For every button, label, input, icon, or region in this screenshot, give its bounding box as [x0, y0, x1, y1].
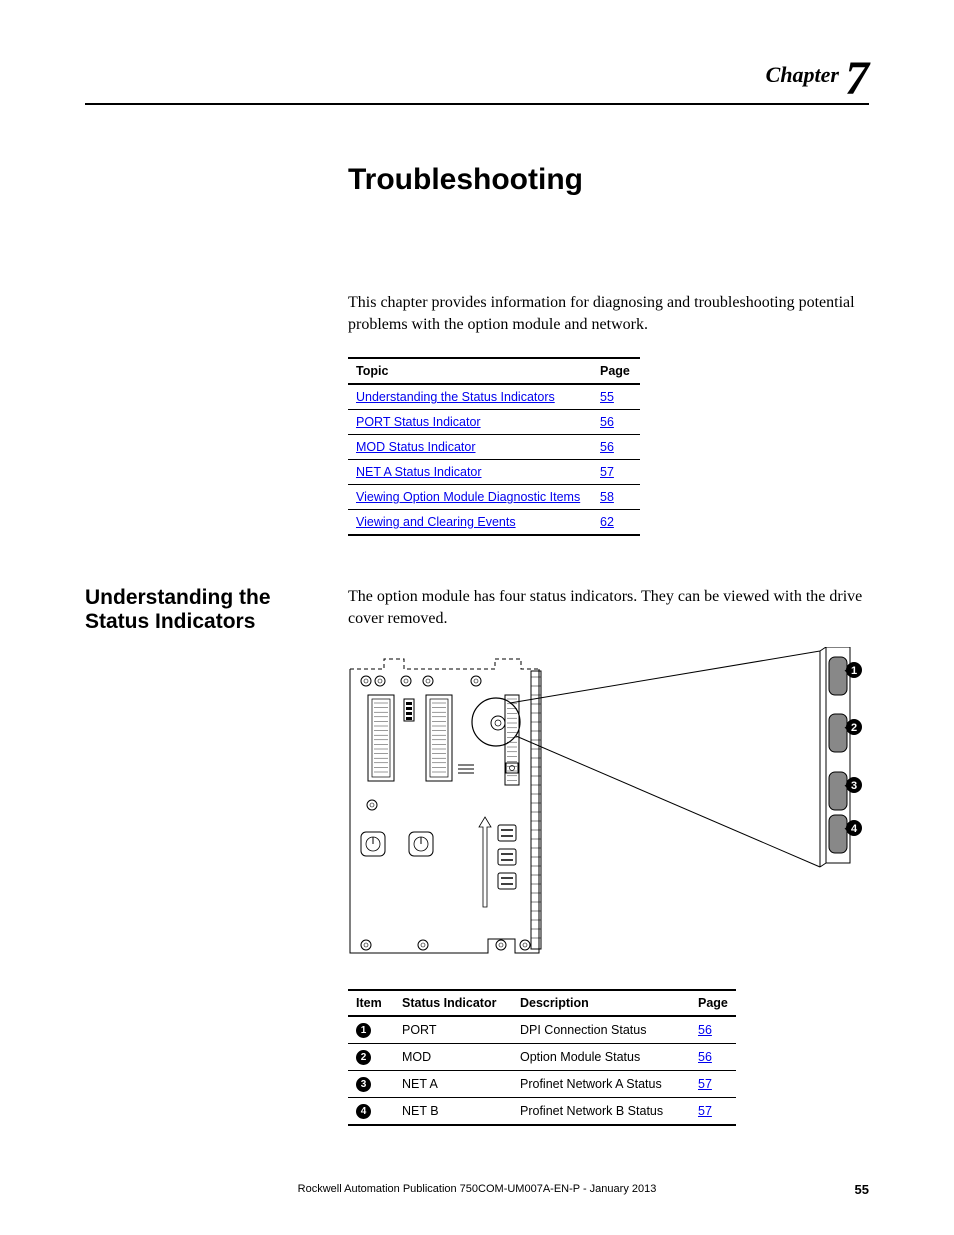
- section-intro: The option module has four status indica…: [348, 586, 869, 629]
- topic-link[interactable]: NET A Status Indicator: [356, 465, 482, 479]
- indicator-page-link[interactable]: 57: [698, 1077, 712, 1091]
- svg-text:2: 2: [851, 722, 857, 734]
- topic-link[interactable]: Viewing and Clearing Events: [356, 515, 516, 529]
- topic-header-topic: Topic: [348, 358, 592, 384]
- item-badge: 4: [356, 1104, 371, 1119]
- svg-text:3: 3: [851, 780, 857, 792]
- ind-header-item: Item: [348, 990, 394, 1016]
- topic-page-link[interactable]: 62: [600, 515, 614, 529]
- page-number: 55: [855, 1182, 869, 1197]
- chapter-header: Chapter7: [85, 55, 869, 105]
- indicator-table: Item Status Indicator Description Page 1…: [348, 989, 736, 1126]
- topic-row: PORT Status Indicator 56: [348, 410, 640, 435]
- callout-badge: 3: [846, 777, 862, 793]
- topic-link[interactable]: Viewing Option Module Diagnostic Items: [356, 490, 580, 504]
- topic-link[interactable]: MOD Status Indicator: [356, 440, 476, 454]
- page-content: Chapter7 Troubleshooting This chapter pr…: [85, 55, 869, 1195]
- svg-text:4: 4: [851, 823, 858, 835]
- footer-pubref: Rockwell Automation Publication 750COM-U…: [0, 1183, 954, 1195]
- topic-row: Understanding the Status Indicators 55: [348, 384, 640, 410]
- topic-page-link[interactable]: 58: [600, 490, 614, 504]
- indicator-desc: Profinet Network A Status: [512, 1071, 690, 1098]
- chapter-intro: This chapter provides information for di…: [348, 292, 869, 335]
- topic-table: Topic Page Understanding the Status Indi…: [348, 357, 640, 536]
- topic-row: NET A Status Indicator 57: [348, 460, 640, 485]
- indicator-name: PORT: [394, 1016, 512, 1044]
- topic-row: Viewing Option Module Diagnostic Items 58: [348, 485, 640, 510]
- section-body: The option module has four status indica…: [348, 586, 869, 1126]
- chapter-number: 7: [845, 52, 869, 105]
- item-badge: 1: [356, 1023, 371, 1038]
- indicator-row: 3 NET AProfinet Network A Status 57: [348, 1071, 736, 1098]
- indicator-page-link[interactable]: 56: [698, 1023, 712, 1037]
- ind-header-status: Status Indicator: [394, 990, 512, 1016]
- page-title: Troubleshooting: [348, 163, 869, 197]
- callout-badge: 1: [846, 662, 862, 678]
- chapter-label: Chapter: [766, 62, 839, 87]
- callout-badge: 4: [846, 820, 862, 836]
- callout-badge: 2: [846, 719, 862, 735]
- indicator-row: 2 MODOption Module Status 56: [348, 1044, 736, 1071]
- indicator-desc: DPI Connection Status: [512, 1016, 690, 1044]
- indicator-name: MOD: [394, 1044, 512, 1071]
- indicator-row: 4 NET BProfinet Network B Status 57: [348, 1098, 736, 1126]
- topic-page-link[interactable]: 56: [600, 440, 614, 454]
- ind-header-desc: Description: [512, 990, 690, 1016]
- item-badge: 2: [356, 1050, 371, 1065]
- indicator-desc: Profinet Network B Status: [512, 1098, 690, 1126]
- topic-header-page: Page: [592, 358, 640, 384]
- topic-link[interactable]: Understanding the Status Indicators: [356, 390, 555, 404]
- indicator-name: NET A: [394, 1071, 512, 1098]
- indicator-page-link[interactable]: 56: [698, 1050, 712, 1064]
- topic-row: Viewing and Clearing Events 62: [348, 510, 640, 536]
- module-diagram-svg: 1 2 3 4: [348, 647, 862, 967]
- indicator-desc: Option Module Status: [512, 1044, 690, 1071]
- status-indicator-diagram: 1 2 3 4: [348, 647, 862, 967]
- topic-page-link[interactable]: 56: [600, 415, 614, 429]
- topic-page-link[interactable]: 55: [600, 390, 614, 404]
- topic-page-link[interactable]: 57: [600, 465, 614, 479]
- section-understanding: Understanding the Status Indicators The …: [85, 586, 869, 1126]
- item-badge: 3: [356, 1077, 371, 1092]
- svg-text:1: 1: [851, 665, 857, 677]
- indicator-page-link[interactable]: 57: [698, 1104, 712, 1118]
- section-heading: Understanding the Status Indicators: [85, 586, 328, 1126]
- topic-row: MOD Status Indicator 56: [348, 435, 640, 460]
- indicator-row: 1 PORTDPI Connection Status 56: [348, 1016, 736, 1044]
- indicator-name: NET B: [394, 1098, 512, 1126]
- ind-header-page: Page: [690, 990, 736, 1016]
- topic-link[interactable]: PORT Status Indicator: [356, 415, 481, 429]
